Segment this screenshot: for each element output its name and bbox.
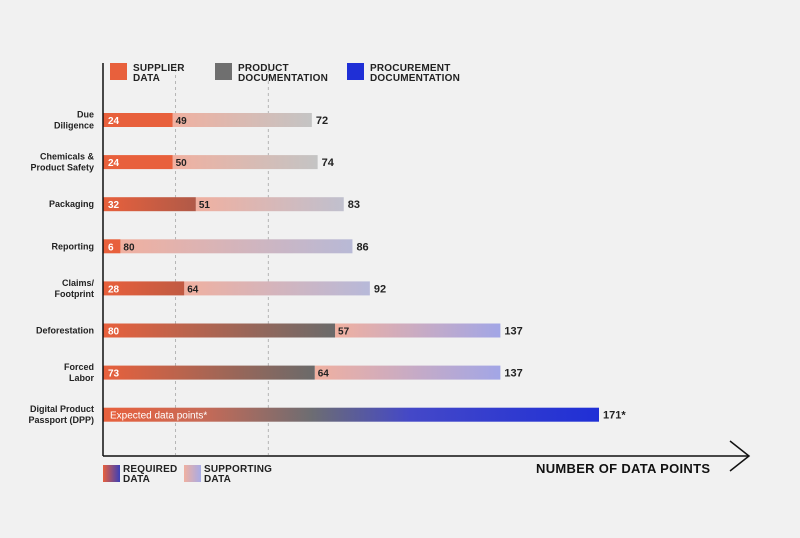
supporting-bar <box>335 323 501 338</box>
category-label: Deforestation <box>36 326 94 336</box>
required-value-label: 32 <box>108 200 120 211</box>
supporting-value-label: 51 <box>199 200 211 211</box>
supporting-value-label: 49 <box>176 116 188 127</box>
category-label: Passport (DPP) <box>28 415 94 425</box>
supporting-value-label: 57 <box>338 327 350 338</box>
required-bar <box>103 113 173 127</box>
total-value-label: 83 <box>348 199 360 211</box>
required-value-label: 80 <box>108 327 120 338</box>
legend-swatch <box>215 63 232 80</box>
legend-swatch <box>110 63 127 80</box>
category-label: Footprint <box>55 289 95 299</box>
supporting-bar <box>195 197 344 212</box>
bar-inner-label: Expected data points* <box>110 411 207 422</box>
legend-label: DOCUMENTATION <box>370 73 460 84</box>
supporting-value-label: 64 <box>318 369 330 380</box>
category-label: Diligence <box>54 121 94 131</box>
required-value-label: 24 <box>108 116 120 127</box>
category-label: Chemicals & <box>40 152 95 162</box>
required-bar <box>103 281 185 296</box>
legend-label: REQUIRED <box>123 464 177 475</box>
legend-label: SUPPORTING <box>204 464 272 475</box>
legend-label: DATA <box>123 474 150 485</box>
legend-swatch <box>103 465 120 482</box>
total-value-label: 171* <box>603 410 626 422</box>
legend-label: PROCUREMENT <box>370 63 451 74</box>
required-value-label: 73 <box>108 369 120 380</box>
required-bar <box>103 365 315 380</box>
category-label: Due <box>77 110 94 120</box>
category-label: Packaging <box>49 199 94 209</box>
total-value-label: 72 <box>316 115 328 127</box>
legend-label: DATA <box>204 474 231 485</box>
x-axis-title: NUMBER OF DATA POINTS <box>536 461 710 476</box>
category-label: Claims/ <box>62 278 95 288</box>
required-value-label: 28 <box>108 284 120 295</box>
legend-swatch <box>347 63 364 80</box>
category-label: Labor <box>69 373 94 383</box>
required-bar <box>103 197 196 212</box>
required-bar <box>103 155 173 170</box>
category-label: Reporting <box>52 241 95 251</box>
legend-label: DATA <box>133 73 160 84</box>
category-label: Digital Product <box>30 404 94 414</box>
category-label: Product Safety <box>30 163 94 173</box>
supporting-bar <box>184 281 370 296</box>
supporting-bar <box>172 155 318 170</box>
supporting-bar <box>120 239 353 254</box>
required-bar <box>103 323 336 338</box>
supporting-value-label: 80 <box>123 242 135 253</box>
category-label: Forced <box>64 362 94 372</box>
legend-label: DOCUMENTATION <box>238 73 328 84</box>
total-value-label: 137 <box>504 326 522 338</box>
required-bar <box>103 407 599 422</box>
supporting-value-label: 64 <box>187 284 199 295</box>
required-bar <box>103 239 121 254</box>
total-value-label: 137 <box>504 368 522 380</box>
x-axis-arrow-icon <box>729 440 751 472</box>
required-value-label: 6 <box>108 242 114 253</box>
total-value-label: 74 <box>322 157 335 169</box>
supporting-value-label: 50 <box>176 158 188 169</box>
legend-swatch <box>184 465 201 482</box>
total-value-label: 92 <box>374 283 386 295</box>
total-value-label: 86 <box>356 241 368 253</box>
supporting-bar <box>172 113 312 127</box>
supporting-bar <box>314 365 501 380</box>
legend-label: SUPPLIER <box>133 63 185 74</box>
legend-label: PRODUCT <box>238 63 289 74</box>
required-value-label: 24 <box>108 158 120 169</box>
